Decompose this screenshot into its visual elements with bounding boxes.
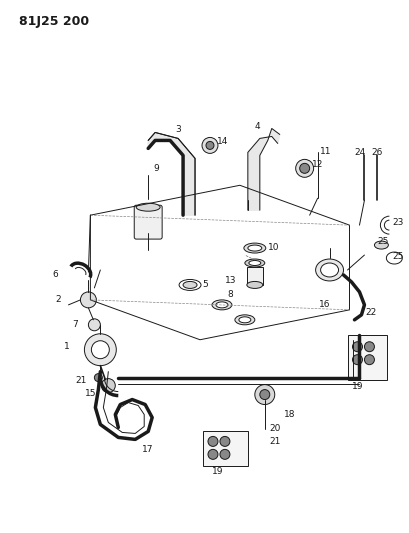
Ellipse shape xyxy=(244,243,266,253)
Text: 10: 10 xyxy=(268,243,279,252)
Circle shape xyxy=(353,354,362,365)
Text: 19: 19 xyxy=(212,467,224,477)
Circle shape xyxy=(206,141,214,149)
Text: 1: 1 xyxy=(63,342,69,351)
Circle shape xyxy=(364,354,374,365)
Ellipse shape xyxy=(239,317,251,323)
Circle shape xyxy=(364,342,374,352)
Circle shape xyxy=(91,341,109,359)
Text: 25: 25 xyxy=(392,252,404,261)
Text: 11: 11 xyxy=(319,148,331,156)
Text: 4: 4 xyxy=(255,123,261,132)
Text: 8: 8 xyxy=(227,290,233,299)
Text: 21: 21 xyxy=(270,438,281,447)
Ellipse shape xyxy=(316,259,344,281)
Text: 26: 26 xyxy=(371,148,383,157)
Text: 17: 17 xyxy=(142,446,154,455)
Text: 2: 2 xyxy=(56,295,61,304)
Text: 25: 25 xyxy=(378,237,389,246)
Text: 7: 7 xyxy=(72,320,78,329)
Circle shape xyxy=(300,163,310,173)
Text: 23: 23 xyxy=(392,218,404,227)
Text: 19: 19 xyxy=(352,382,363,391)
FancyBboxPatch shape xyxy=(247,267,263,285)
Circle shape xyxy=(88,319,100,331)
Text: 12: 12 xyxy=(312,160,323,169)
Text: 13: 13 xyxy=(225,276,236,285)
Ellipse shape xyxy=(321,263,339,277)
Text: 15: 15 xyxy=(85,389,97,398)
FancyBboxPatch shape xyxy=(134,205,162,239)
Ellipse shape xyxy=(216,302,228,308)
Circle shape xyxy=(296,159,314,177)
Circle shape xyxy=(202,138,218,154)
Text: 22: 22 xyxy=(366,308,377,317)
Circle shape xyxy=(94,374,102,382)
Text: 20: 20 xyxy=(270,424,281,433)
Circle shape xyxy=(208,437,218,446)
Text: 21: 21 xyxy=(75,376,87,385)
FancyBboxPatch shape xyxy=(203,431,248,466)
Circle shape xyxy=(81,292,97,308)
FancyBboxPatch shape xyxy=(348,335,387,379)
Text: 9: 9 xyxy=(153,164,159,173)
Ellipse shape xyxy=(212,300,232,310)
Circle shape xyxy=(101,378,115,393)
Circle shape xyxy=(255,385,275,405)
Ellipse shape xyxy=(248,245,262,251)
Circle shape xyxy=(220,437,230,446)
Ellipse shape xyxy=(235,315,255,325)
Ellipse shape xyxy=(247,281,263,288)
Polygon shape xyxy=(248,128,280,210)
Ellipse shape xyxy=(374,241,389,249)
Circle shape xyxy=(353,342,362,352)
Circle shape xyxy=(84,334,116,366)
Text: 81J25 200: 81J25 200 xyxy=(19,15,89,28)
Circle shape xyxy=(260,390,270,400)
Ellipse shape xyxy=(245,259,265,267)
Circle shape xyxy=(220,449,230,459)
Ellipse shape xyxy=(183,281,197,288)
Circle shape xyxy=(208,449,218,459)
Text: 24: 24 xyxy=(355,148,366,157)
Text: 5: 5 xyxy=(202,280,208,289)
Text: 14: 14 xyxy=(217,138,228,147)
Polygon shape xyxy=(148,133,195,215)
Text: 6: 6 xyxy=(52,270,58,279)
Ellipse shape xyxy=(136,203,160,211)
Text: 18: 18 xyxy=(284,409,295,418)
Ellipse shape xyxy=(249,261,261,265)
Text: 16: 16 xyxy=(319,300,330,309)
Text: 3: 3 xyxy=(175,125,181,134)
